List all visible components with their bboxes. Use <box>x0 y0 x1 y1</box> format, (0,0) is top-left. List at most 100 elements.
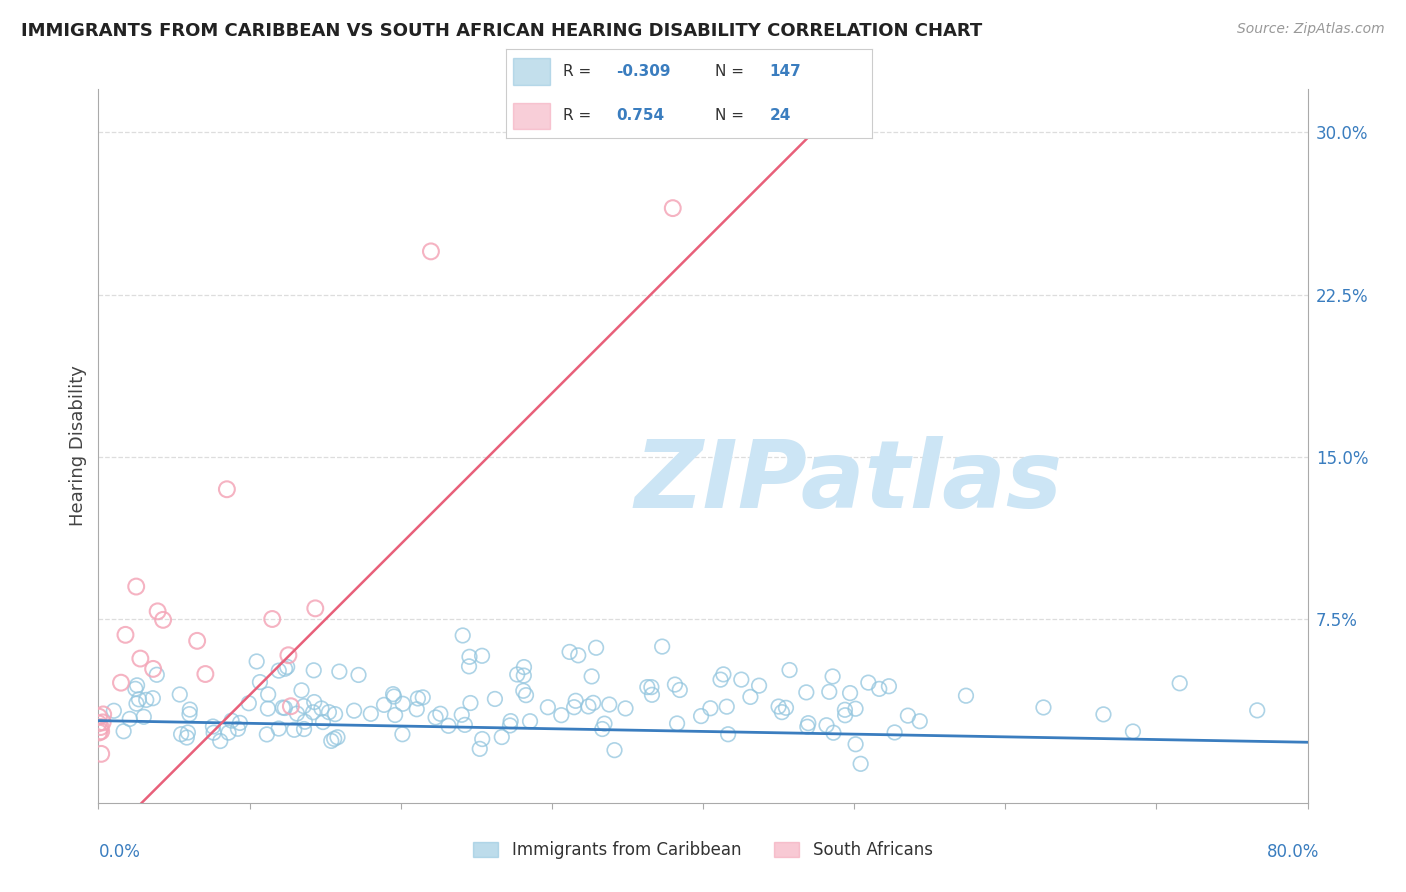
Point <box>114 628 136 642</box>
Point <box>858 675 880 690</box>
Point <box>641 688 664 702</box>
Point <box>883 725 905 739</box>
Text: Source: ZipAtlas.com: Source: ZipAtlas.com <box>1237 22 1385 37</box>
Point <box>818 685 841 699</box>
FancyBboxPatch shape <box>513 103 550 129</box>
Point <box>271 700 294 714</box>
Point <box>797 716 820 731</box>
Point <box>834 703 856 717</box>
Point <box>713 667 735 681</box>
Point <box>262 612 284 626</box>
Point <box>323 731 346 746</box>
Point <box>491 730 513 744</box>
Point <box>471 732 494 747</box>
Point <box>384 708 406 723</box>
Point <box>709 673 731 687</box>
Point <box>666 716 689 731</box>
Point <box>564 694 586 708</box>
Point <box>112 724 135 739</box>
Point <box>558 645 581 659</box>
Point <box>471 648 494 663</box>
Point <box>877 679 900 693</box>
Point <box>593 716 616 731</box>
Point <box>129 651 152 665</box>
Point <box>290 683 312 698</box>
Point <box>292 722 315 736</box>
Point <box>304 601 326 615</box>
Point <box>382 690 405 704</box>
Point <box>770 705 793 719</box>
Point <box>125 580 148 594</box>
Point <box>506 667 529 681</box>
Text: 24: 24 <box>769 109 790 123</box>
Point <box>391 727 413 741</box>
Point <box>238 696 260 710</box>
FancyBboxPatch shape <box>513 58 550 85</box>
Point <box>868 681 890 696</box>
Point <box>1122 724 1144 739</box>
Point <box>343 704 366 718</box>
Point <box>458 659 481 673</box>
Point <box>519 714 541 729</box>
Text: R =: R = <box>562 64 596 78</box>
Point <box>249 675 271 690</box>
Point <box>460 696 482 710</box>
Point <box>226 722 249 736</box>
Point <box>513 668 536 682</box>
Point <box>382 687 405 701</box>
Point <box>285 706 308 721</box>
Point <box>326 731 349 745</box>
Point <box>202 725 225 739</box>
Point <box>585 640 607 655</box>
Point <box>839 686 862 700</box>
Point <box>145 667 167 681</box>
Point <box>87 725 110 739</box>
Text: 0.0%: 0.0% <box>98 843 141 861</box>
Point <box>283 723 305 737</box>
Point <box>91 707 114 722</box>
Point <box>412 690 434 705</box>
Point <box>373 698 395 712</box>
Legend: Immigrants from Caribbean, South Africans: Immigrants from Caribbean, South African… <box>467 835 939 866</box>
Point <box>215 482 238 496</box>
Point <box>323 707 346 722</box>
Point <box>908 714 931 729</box>
Point <box>257 688 280 702</box>
Point <box>699 701 721 715</box>
Point <box>614 701 637 715</box>
Text: IMMIGRANTS FROM CARIBBEAN VS SOUTH AFRICAN HEARING DISABILITY CORRELATION CHART: IMMIGRANTS FROM CARIBBEAN VS SOUTH AFRIC… <box>21 22 983 40</box>
Point <box>146 604 169 618</box>
Point <box>429 706 451 721</box>
Point <box>581 669 603 683</box>
Point <box>690 709 713 723</box>
Point <box>1092 707 1115 722</box>
Point <box>640 680 662 694</box>
Point <box>91 715 114 730</box>
Point <box>103 704 125 718</box>
Point <box>176 731 198 745</box>
Point <box>229 715 252 730</box>
Point <box>267 664 290 678</box>
Point <box>598 698 620 712</box>
Point <box>311 701 333 715</box>
Point <box>454 718 477 732</box>
Point <box>246 655 269 669</box>
Point <box>815 718 838 732</box>
Point <box>668 683 690 698</box>
Text: 80.0%: 80.0% <box>1267 843 1320 861</box>
Point <box>152 613 174 627</box>
Point <box>425 710 447 724</box>
Point <box>302 706 325 720</box>
Point <box>218 725 240 739</box>
Point <box>458 649 481 664</box>
Point <box>321 734 343 748</box>
Point <box>499 718 522 732</box>
Point <box>274 662 297 676</box>
Point <box>775 701 797 715</box>
Point <box>312 714 335 729</box>
Point <box>302 695 325 709</box>
Point <box>823 725 845 739</box>
Text: -0.309: -0.309 <box>616 64 671 78</box>
Point <box>794 685 817 699</box>
Point <box>537 700 560 714</box>
